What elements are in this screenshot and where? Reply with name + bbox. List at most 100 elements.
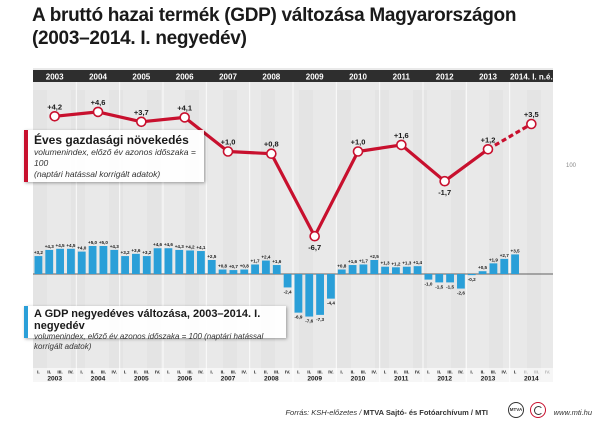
quarter-tick-label: I. bbox=[297, 370, 300, 376]
quarter-bar bbox=[327, 274, 335, 299]
quarter-value-label: +3,6 bbox=[131, 248, 141, 253]
quarter-bar bbox=[500, 258, 509, 274]
annual-value-label: +4,2 bbox=[47, 102, 62, 111]
quarter-tick-label: I. bbox=[80, 370, 83, 376]
year-bottom-label: 2010 bbox=[351, 376, 366, 383]
quarter-value-label: +5,0 bbox=[99, 240, 109, 245]
quarter-tick-label: III. bbox=[231, 370, 236, 376]
quarter-tick-label: III. bbox=[404, 370, 409, 376]
quarter-tick-label: I. bbox=[427, 370, 430, 376]
annual-legend-sub2: (naptári hatással korrigált adatok) bbox=[34, 169, 161, 179]
annual-point bbox=[179, 112, 190, 123]
quarter-bar bbox=[294, 274, 303, 313]
quarter-value-label: +4,3 bbox=[45, 244, 55, 249]
quarter-value-label: +4,0 bbox=[77, 246, 87, 251]
quarter-value-label: +4,1 bbox=[196, 245, 206, 250]
quarter-bar bbox=[435, 274, 444, 283]
background-stripe bbox=[489, 90, 503, 380]
background-stripe bbox=[451, 90, 465, 380]
quarter-bar bbox=[67, 248, 75, 274]
annual-growth-line-projected bbox=[487, 122, 533, 151]
quarter-tick-label: I. bbox=[167, 370, 170, 376]
quarter-value-label: +1,7 bbox=[251, 258, 261, 263]
quarter-bar bbox=[175, 249, 184, 274]
quarter-tick-label: I. bbox=[124, 370, 127, 376]
quarterly-legend-box: A GDP negyedéves változása, 2003–2014. I… bbox=[24, 306, 286, 351]
quarter-tick-label: I. bbox=[470, 370, 473, 376]
quarter-bar bbox=[359, 264, 368, 274]
quarter-bar bbox=[164, 248, 173, 274]
quarter-tick-label: III. bbox=[534, 370, 539, 376]
annual-point bbox=[136, 116, 147, 128]
quarter-tick-label: II. bbox=[437, 370, 441, 376]
quarter-bar bbox=[186, 250, 194, 274]
quarter-tick-label: III. bbox=[274, 370, 279, 376]
quarter-bar bbox=[110, 249, 119, 274]
annual-legend-box: Éves gazdasági növekedés volumenindex, e… bbox=[24, 130, 204, 182]
quarter-value-label: +3,2 bbox=[121, 250, 131, 255]
quarter-tick-label: II. bbox=[221, 370, 225, 376]
quarter-bar bbox=[45, 249, 54, 274]
quarter-bar bbox=[229, 270, 238, 274]
source-agency: MTVA Sajtó- és Fotóarchívum / MTI bbox=[363, 408, 488, 417]
quarter-value-label: +1,9 bbox=[489, 257, 499, 262]
quarter-tick-label: II. bbox=[47, 370, 51, 376]
quarter-tick-label: II. bbox=[177, 370, 181, 376]
quarter-bar bbox=[467, 274, 476, 276]
year-header-label: 2012 bbox=[436, 73, 454, 82]
quarter-value-label: +1,6 bbox=[348, 259, 358, 264]
quarter-value-label: -1,0 bbox=[424, 282, 432, 287]
quarterly-legend-sub: volumenindex, előző év azonos időszaka =… bbox=[34, 332, 264, 351]
annual-value-label: +4,6 bbox=[91, 98, 106, 107]
quarter-bar bbox=[370, 260, 379, 274]
source-prefix: Forrás: KSH-előzetes / bbox=[285, 408, 364, 417]
quarter-value-label: +1,4 bbox=[413, 260, 423, 265]
quarter-bar bbox=[316, 274, 324, 315]
annual-value-label: +0,8 bbox=[264, 140, 279, 149]
quarter-value-label: +4,3 bbox=[175, 244, 185, 249]
quarter-bar bbox=[457, 274, 465, 289]
quarter-tick-label: IV. bbox=[502, 370, 507, 376]
quarter-value-label: +4,5 bbox=[66, 243, 76, 248]
quarter-value-label: -1,5 bbox=[446, 284, 454, 289]
quarter-value-label: -6,9 bbox=[294, 315, 302, 320]
website-link[interactable]: www.mti.hu bbox=[553, 408, 592, 417]
annual-point bbox=[352, 146, 364, 157]
annual-point bbox=[396, 139, 407, 151]
quarter-tick-label: I. bbox=[384, 370, 387, 376]
quarter-value-label: +4,6 bbox=[153, 242, 163, 247]
year-bottom-label: 2005 bbox=[134, 376, 149, 383]
quarter-bar bbox=[121, 256, 129, 274]
quarter-tick-label: II. bbox=[91, 370, 95, 376]
annual-value-label: +1,0 bbox=[351, 138, 366, 147]
year-header-label: 2006 bbox=[176, 73, 194, 82]
year-bottom-label: 2009 bbox=[307, 376, 322, 383]
quarter-value-label: +3,5 bbox=[511, 248, 521, 253]
year-bottom-label: 2008 bbox=[264, 376, 279, 383]
mti-logo-icon bbox=[530, 402, 546, 418]
quarter-tick-label: I. bbox=[514, 370, 517, 376]
quarter-tick-label: II. bbox=[394, 370, 398, 376]
annual-point bbox=[266, 148, 277, 159]
title-line-2: (2003–2014. I. negyedév) bbox=[32, 28, 247, 49]
annual-value-label: +3,5 bbox=[524, 110, 539, 119]
quarter-tick-label: I. bbox=[37, 370, 40, 376]
year-bottom-label: 2004 bbox=[91, 376, 106, 383]
quarter-tick-label: III. bbox=[144, 370, 149, 376]
quarter-bar bbox=[305, 274, 314, 317]
quarter-value-label: +2,7 bbox=[500, 253, 510, 258]
quarter-tick-label: III. bbox=[57, 370, 62, 376]
quarter-value-label: +5,0 bbox=[88, 240, 98, 245]
quarter-value-label: +1,3 bbox=[402, 261, 412, 266]
source-credit: Forrás: KSH-előzetes / MTVA Sajtó- és Fo… bbox=[285, 408, 488, 417]
quarter-value-label: +0,8 bbox=[218, 264, 228, 269]
quarter-value-label: +1,6 bbox=[272, 259, 282, 264]
annual-legend-heading: Éves gazdasági növekedés bbox=[34, 133, 189, 147]
annual-point bbox=[49, 111, 60, 122]
mtva-logo-icon: MTVA bbox=[508, 402, 524, 418]
year-header-label: 2007 bbox=[219, 73, 237, 82]
quarter-tick-label: II. bbox=[264, 370, 268, 376]
quarter-value-label: +4,2 bbox=[186, 244, 196, 249]
annual-point bbox=[482, 144, 494, 155]
year-bottom-label: 2012 bbox=[437, 376, 452, 383]
